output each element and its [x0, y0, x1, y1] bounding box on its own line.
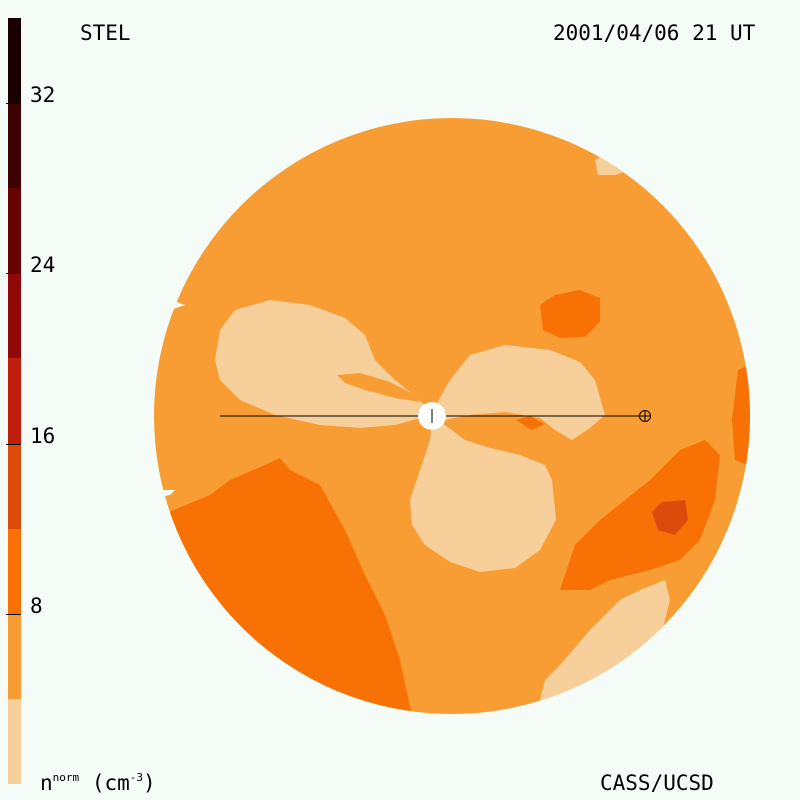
quantity-unit: (cm	[91, 771, 130, 795]
colorbar-band-0	[8, 698, 21, 784]
colorbar-quantity-label: nnorm (cm-3)	[40, 771, 156, 795]
density-low-region-lower-lobe	[410, 420, 556, 572]
colorbar-tick-label: 8	[30, 594, 43, 618]
density-streak	[337, 373, 420, 402]
disk-notch-left-upper	[140, 270, 185, 320]
density-region-peak	[652, 500, 688, 535]
density-region-lower-right	[560, 440, 720, 590]
credit-label: CASS/UCSD	[600, 771, 714, 795]
colorbar-band-4	[8, 358, 21, 444]
quantity-superscript: norm	[52, 771, 80, 784]
unit-close: )	[143, 771, 156, 795]
colorbar	[8, 18, 21, 784]
colorbar-band-3	[8, 443, 21, 529]
colorbar-band-1	[8, 613, 21, 699]
colorbar-tick	[6, 273, 21, 274]
density-region-right-edge	[732, 360, 750, 470]
colorbar-band-6	[8, 188, 21, 274]
colorbar-tick-label: 24	[30, 253, 56, 277]
density-disk	[154, 118, 750, 714]
colorbar-tick	[6, 103, 21, 104]
disk-notch-left-lower	[120, 490, 175, 505]
quantity-symbol: n	[40, 771, 53, 795]
unit-exponent: -3	[129, 771, 143, 784]
earth-icon	[639, 410, 651, 422]
density-low-region-lower-right	[540, 580, 670, 710]
density-region-near-earth	[516, 416, 545, 430]
source-label: STEL	[80, 21, 131, 45]
colorbar-tick-label: 32	[30, 83, 56, 107]
colorbar-band-7	[8, 103, 21, 189]
colorbar-tick-label: 16	[30, 424, 56, 448]
density-low-region-left-lobe	[215, 300, 428, 428]
density-region-upper-right	[540, 290, 600, 338]
colorbar-tick	[6, 444, 21, 445]
colorbar-band-8	[8, 18, 21, 104]
density-low-region-top-right	[595, 152, 630, 175]
colorbar-band-5	[8, 273, 21, 359]
colorbar-band-2	[8, 528, 21, 614]
timestamp-label: 2001/04/06 21 UT	[553, 21, 756, 45]
colorbar-tick	[6, 614, 21, 615]
